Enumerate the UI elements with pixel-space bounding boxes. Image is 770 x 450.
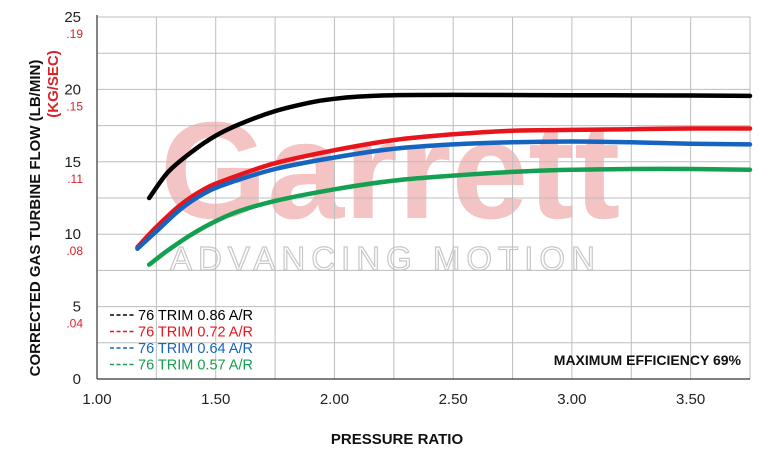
series-line-1 bbox=[146, 92, 753, 201]
series-lines bbox=[135, 92, 753, 267]
series-line-2 bbox=[135, 126, 753, 250]
legend-label: 76 TRIM 0.72 A/R bbox=[138, 325, 253, 341]
x-tick-label: 3.50 bbox=[676, 391, 705, 408]
y-axis-title-secondary: (KG/SEC) bbox=[45, 50, 62, 118]
grid bbox=[96, 16, 751, 380]
watermark-tagline: ADVANCING MOTION bbox=[170, 240, 601, 277]
y-tick-label-secondary: .19 bbox=[66, 27, 83, 41]
legend-label: 76 TRIM 0.57 A/R bbox=[138, 358, 253, 374]
x-tick-label: 2.00 bbox=[320, 391, 349, 408]
y-tick-label: 15 bbox=[64, 154, 81, 171]
max-efficiency-annotation: MAXIMUM EFFICIENCY 69% bbox=[554, 352, 742, 368]
y-tick-label: 25 bbox=[64, 9, 81, 26]
x-tick-label: 1.50 bbox=[201, 391, 230, 408]
y-tick-label: 5 bbox=[73, 299, 81, 316]
y-tick-label-secondary: .08 bbox=[66, 244, 83, 258]
x-tick-label: 3.00 bbox=[557, 391, 586, 408]
y-tick-label-secondary: .15 bbox=[66, 99, 83, 113]
x-axis-title: PRESSURE RATIO bbox=[331, 431, 464, 448]
y-tick-label-secondary: .04 bbox=[66, 317, 83, 331]
y-tick-label-secondary: .11 bbox=[67, 172, 83, 186]
y-tick-label: 20 bbox=[64, 81, 81, 98]
series-line-3 bbox=[135, 139, 753, 251]
legend-label: 76 TRIM 0.64 A/R bbox=[138, 341, 253, 357]
x-tick-label: 2.50 bbox=[439, 391, 468, 408]
axes: 1.00 1.50 2.00 2.50 3.00 3.50 0 5 10 15 20 25 .04 .08… bbox=[64, 9, 750, 408]
y-tick-label: 10 bbox=[64, 226, 81, 243]
series-line-4 bbox=[146, 166, 753, 267]
legend: 76 TRIM 0.86 A/R76 TRIM 0.72 A/R76 TRIM … bbox=[110, 308, 253, 374]
x-tick-label: 1.00 bbox=[82, 391, 111, 408]
watermark: Garrett ADVANCING MOTION bbox=[160, 94, 620, 278]
y-tick-label: 0 bbox=[73, 371, 81, 388]
legend-label: 76 TRIM 0.86 A/R bbox=[138, 308, 253, 324]
y-axis-title: CORRECTED GAS TURBINE FLOW (LB/MIN) bbox=[27, 60, 44, 377]
